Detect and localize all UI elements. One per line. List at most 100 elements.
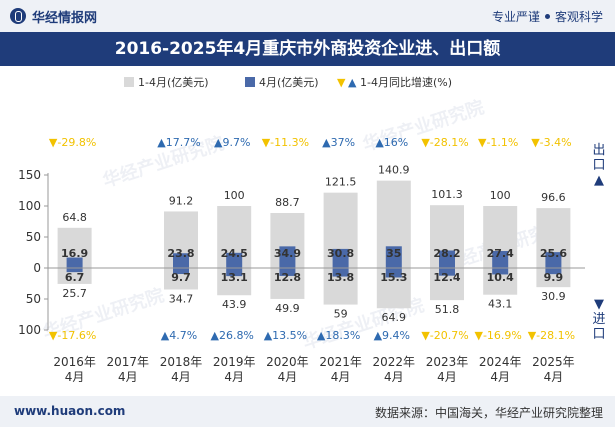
export-monthly-label: 28.2 — [433, 247, 460, 260]
export-cumulative-label: 140.9 — [378, 164, 410, 177]
x-tick-label-line: 2020年 — [266, 355, 309, 369]
x-tick-label: 2019年 4月 — [213, 355, 256, 384]
import-monthly-label: 10.4 — [487, 271, 514, 284]
import-cumulative-label: 30.9 — [541, 290, 566, 303]
export-monthly-bar — [439, 250, 455, 268]
x-tick-label-line: 4月 — [118, 370, 138, 384]
legend-marker-growth-up: ▲ — [348, 76, 357, 89]
export-monthly-bar — [279, 246, 296, 268]
footer-url: www.huaon.com — [14, 404, 126, 418]
x-tick-label-line: 2025年 — [532, 355, 575, 369]
x-tick-label-line: 4月 — [65, 370, 85, 384]
top-bar: 华经情报网 专业严谨 客观科学 — [0, 0, 615, 32]
import-cumulative-label: 49.9 — [275, 302, 300, 315]
import-monthly-label: 9.7 — [171, 271, 191, 284]
x-tick-label: 2025年 4月 — [532, 355, 575, 384]
import-cumulative-label: 43.1 — [488, 298, 513, 311]
import-growth-label: ▲26.8% — [210, 329, 253, 342]
footer-source: 数据来源：中国海关，华经产业研究院整理 — [374, 406, 603, 420]
import-side-label: ▼ 进口 — [590, 297, 608, 342]
x-tick-label-line: 2022年 — [373, 355, 416, 369]
legend-label-cumulative: 1-4月(亿美元) — [138, 76, 209, 89]
export-monthly-label: 25.6 — [540, 247, 567, 260]
legend-label-monthly: 4月(亿美元) — [259, 76, 319, 89]
x-tick-label-line: 4月 — [544, 370, 564, 384]
brand-name: 华经情报网 — [32, 10, 98, 26]
x-tick-label-line: 4月 — [437, 370, 457, 384]
x-tick-label: 2018年 4月 — [160, 355, 203, 384]
x-tick-label-line: 4月 — [490, 370, 510, 384]
import-growth-label: ▼-17.6% — [49, 329, 96, 342]
import-monthly-label: 6.7 — [65, 271, 85, 284]
export-monthly-bar — [66, 257, 83, 268]
tagline-left: 专业严谨 — [491, 10, 540, 24]
x-tick-label-line: 2023年 — [426, 355, 469, 369]
export-growth-label: ▼-28.1% — [421, 136, 468, 149]
footer: www.huaon.com 数据来源：中国海关，华经产业研究院整理 — [0, 396, 615, 427]
brand-logo-icon — [10, 8, 26, 24]
export-cumulative-label: 91.2 — [169, 194, 194, 207]
export-monthly-label: 30.8 — [327, 247, 354, 260]
export-monthly-bar — [226, 252, 243, 268]
down-arrow-icon: ▼ — [594, 297, 604, 312]
import-growth-label: ▲18.3% — [317, 329, 360, 342]
x-tick-label-line: 2021年 — [319, 355, 362, 369]
import-monthly-bar — [385, 268, 402, 278]
x-tick-label-line: 4月 — [331, 370, 351, 384]
x-tick-label-line: 2016年 — [53, 355, 96, 369]
chart-canvas: 1-4月(亿美元) 4月(亿美元) ▼ ▲ 1-4月同比增速(%) 150 100 50 0 50… — [18, 75, 585, 384]
brand: 华经情报网 — [10, 7, 98, 26]
import-monthly-label: 12.8 — [274, 271, 301, 284]
export-monthly-bar — [492, 251, 509, 268]
x-tick-label-line: 2024年 — [479, 355, 522, 369]
x-tick-label: 2020年 4月 — [266, 355, 309, 384]
export-cumulative-label: 100 — [490, 189, 511, 202]
export-monthly-bar — [545, 252, 562, 268]
import-cumulative-label: 64.9 — [382, 311, 407, 324]
import-monthly-bar — [492, 268, 509, 275]
y-tick-label: 100 — [18, 323, 41, 337]
y-tick-label: 150 — [18, 168, 41, 182]
x-tick-label-line: 2017年 — [107, 355, 150, 369]
import-monthly-label: 13.1 — [221, 271, 248, 284]
export-growth-label: ▲37% — [322, 136, 355, 149]
import-monthly-bar — [439, 268, 455, 276]
export-growth-label: ▲17.7% — [157, 136, 200, 149]
import-growth-label: ▲13.5% — [264, 329, 307, 342]
x-tick-label-line: 4月 — [224, 370, 244, 384]
import-monthly-bar — [279, 268, 296, 276]
import-monthly-bar — [66, 268, 83, 273]
legend-swatch-cumulative — [124, 77, 134, 87]
legend-label-growth: 1-4月同比增速(%) — [360, 75, 452, 89]
import-label: 进口 — [592, 312, 606, 342]
import-cumulative-label: 43.9 — [222, 298, 247, 311]
import-growth-label: ▼-20.7% — [421, 329, 468, 342]
export-monthly-label: 27.4 — [487, 247, 514, 260]
export-monthly-label: 24.5 — [221, 247, 248, 260]
export-growth-label: ▼-11.3% — [262, 136, 309, 149]
import-monthly-label: 15.3 — [380, 271, 407, 284]
export-side-label: 出口 ▲ — [590, 143, 608, 188]
y-tick-label: 50 — [26, 230, 41, 244]
import-monthly-label: 9.9 — [544, 271, 564, 284]
import-cumulative-label: 51.8 — [435, 303, 460, 316]
legend-marker-growth-down: ▼ — [337, 76, 346, 89]
import-cumulative-bar — [164, 268, 198, 290]
import-cumulative-label: 25.7 — [62, 287, 87, 300]
x-tick-label: 2022年 4月 — [373, 355, 416, 384]
x-tick-label: 2023年 4月 — [426, 355, 469, 384]
x-tick-label: 2021年 4月 — [319, 355, 362, 384]
y-tick-label: 0 — [33, 261, 41, 275]
export-monthly-bar — [385, 246, 402, 268]
up-arrow-icon: ▲ — [594, 173, 604, 188]
import-monthly-bar — [226, 268, 243, 277]
export-monthly-label: 34.9 — [274, 247, 301, 260]
import-cumulative-label: 34.7 — [169, 293, 194, 306]
x-tick-label-line: 4月 — [278, 370, 298, 384]
import-cumulative-bar — [536, 268, 571, 288]
import-monthly-label: 13.8 — [327, 271, 354, 284]
export-growth-label: ▲9.7% — [214, 136, 250, 149]
export-growth-label: ▼-29.8% — [49, 136, 96, 149]
import-cumulative-label: 59 — [334, 308, 348, 321]
import-growth-label: ▼-16.9% — [475, 329, 522, 342]
